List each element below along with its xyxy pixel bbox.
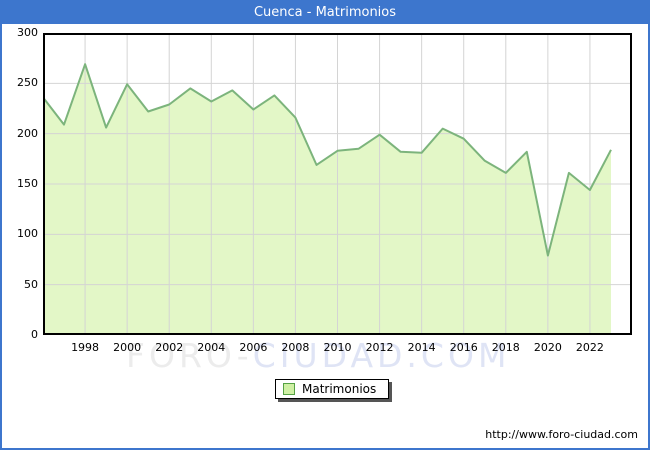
x-tick-label: 2016 bbox=[449, 341, 478, 354]
plot-border bbox=[43, 33, 632, 335]
plot-area bbox=[43, 33, 632, 335]
footer-url[interactable]: http://www.foro-ciudad.com bbox=[485, 428, 638, 441]
y-tick-label: 150 bbox=[17, 177, 38, 190]
x-tick-label: 2020 bbox=[533, 341, 562, 354]
watermark: FORO-CIUDAD.COM bbox=[126, 336, 510, 375]
legend-label: Matrimonios bbox=[302, 382, 377, 396]
x-tick-label: 2002 bbox=[155, 341, 184, 354]
x-tick-label: 2008 bbox=[281, 341, 310, 354]
y-tick-label: 200 bbox=[17, 126, 38, 140]
area-chart-svg bbox=[43, 33, 632, 335]
x-tick-label: 1998 bbox=[71, 341, 100, 354]
x-tick-label: 2012 bbox=[365, 341, 394, 354]
series-line bbox=[43, 63, 612, 257]
series-area-fill bbox=[43, 64, 611, 335]
x-tick-label: 2014 bbox=[407, 341, 436, 354]
watermark-part2: CIUDAD.COM bbox=[252, 336, 511, 375]
y-tick-label: 0 bbox=[31, 328, 38, 341]
x-tick-label: 2018 bbox=[491, 341, 520, 354]
y-tick-label: 50 bbox=[24, 277, 38, 291]
page-title: Cuenca - Matrimonios bbox=[2, 2, 648, 24]
x-tick-label: 2000 bbox=[113, 341, 142, 354]
y-tick-label: 250 bbox=[17, 76, 38, 90]
y-tick-label: 300 bbox=[17, 26, 38, 39]
x-tick-label: 2004 bbox=[197, 341, 226, 354]
x-tick-label: 2010 bbox=[323, 341, 352, 354]
legend-swatch-icon bbox=[283, 383, 295, 395]
x-tick-label: 2006 bbox=[239, 341, 268, 354]
watermark-part1: FORO- bbox=[126, 336, 253, 375]
y-tick-label: 100 bbox=[17, 227, 38, 241]
legend: Matrimonios bbox=[275, 379, 390, 399]
x-tick-label: 2022 bbox=[575, 341, 604, 354]
